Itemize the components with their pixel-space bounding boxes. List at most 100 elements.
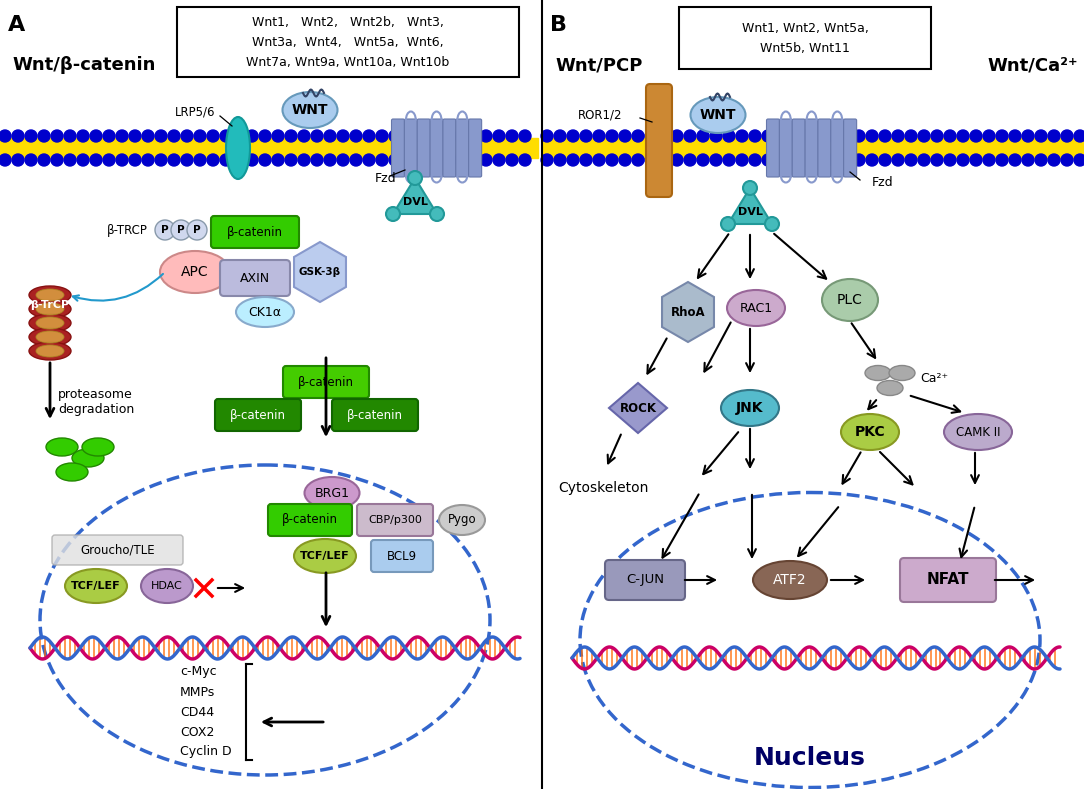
Text: Wnt/β-catenin: Wnt/β-catenin (12, 56, 155, 74)
Ellipse shape (36, 303, 64, 315)
Circle shape (324, 154, 336, 166)
Circle shape (129, 130, 141, 142)
Circle shape (957, 130, 969, 142)
Text: RAC1: RAC1 (739, 301, 773, 315)
Circle shape (376, 130, 388, 142)
Circle shape (441, 154, 453, 166)
Circle shape (51, 154, 63, 166)
Circle shape (1061, 154, 1073, 166)
Circle shape (142, 154, 154, 166)
Circle shape (171, 220, 191, 240)
Text: CD44: CD44 (180, 705, 215, 719)
Ellipse shape (29, 300, 70, 318)
FancyBboxPatch shape (404, 119, 417, 177)
Circle shape (51, 130, 63, 142)
Circle shape (970, 154, 982, 166)
Circle shape (1035, 154, 1047, 166)
Circle shape (220, 130, 232, 142)
Circle shape (996, 154, 1008, 166)
FancyBboxPatch shape (391, 119, 404, 177)
Text: GSK-3β: GSK-3β (299, 267, 341, 277)
Text: TCF/LEF: TCF/LEF (300, 551, 350, 561)
Ellipse shape (36, 345, 64, 357)
Circle shape (12, 130, 24, 142)
Circle shape (827, 130, 839, 142)
Circle shape (697, 154, 709, 166)
Circle shape (194, 154, 206, 166)
Circle shape (25, 154, 37, 166)
Circle shape (879, 130, 891, 142)
Circle shape (814, 154, 826, 166)
Text: BCL9: BCL9 (387, 549, 417, 563)
Text: proteasome
degradation: proteasome degradation (59, 388, 134, 416)
Text: Wnt1,   Wnt2,   Wnt2b,   Wnt3,
Wnt3a,  Wnt4,   Wnt5a,  Wnt6,
Wnt7a, Wnt9a, Wnt10: Wnt1, Wnt2, Wnt2b, Wnt3, Wnt3a, Wnt4, Wn… (246, 16, 450, 69)
Circle shape (0, 130, 11, 142)
Circle shape (430, 207, 444, 221)
Text: Cyclin D: Cyclin D (180, 746, 232, 758)
Circle shape (983, 130, 995, 142)
Circle shape (619, 130, 631, 142)
Ellipse shape (36, 289, 64, 301)
Text: ROCK: ROCK (619, 402, 657, 414)
Circle shape (64, 154, 76, 166)
Circle shape (103, 154, 115, 166)
Circle shape (801, 130, 813, 142)
Circle shape (554, 130, 566, 142)
Ellipse shape (822, 279, 878, 321)
Circle shape (337, 130, 349, 142)
Circle shape (593, 154, 605, 166)
Ellipse shape (72, 449, 104, 467)
Circle shape (593, 130, 605, 142)
Circle shape (749, 154, 761, 166)
Text: TCF/LEF: TCF/LEF (72, 581, 120, 591)
Circle shape (298, 154, 310, 166)
Circle shape (1035, 130, 1047, 142)
Ellipse shape (56, 463, 88, 481)
Circle shape (710, 130, 722, 142)
Circle shape (103, 130, 115, 142)
Circle shape (389, 154, 401, 166)
Circle shape (775, 130, 787, 142)
Circle shape (879, 154, 891, 166)
Circle shape (749, 130, 761, 142)
Ellipse shape (691, 97, 746, 133)
Circle shape (866, 130, 878, 142)
Text: P: P (162, 225, 169, 235)
Circle shape (775, 154, 787, 166)
Circle shape (671, 154, 683, 166)
Ellipse shape (29, 342, 70, 360)
Circle shape (246, 154, 258, 166)
Ellipse shape (753, 561, 827, 599)
Circle shape (996, 130, 1008, 142)
Ellipse shape (160, 251, 230, 293)
Circle shape (1074, 154, 1084, 166)
Ellipse shape (29, 286, 70, 304)
Circle shape (220, 154, 232, 166)
Circle shape (788, 154, 800, 166)
Ellipse shape (283, 92, 337, 128)
Circle shape (519, 130, 531, 142)
Ellipse shape (225, 117, 250, 179)
FancyBboxPatch shape (766, 119, 779, 177)
Circle shape (454, 154, 466, 166)
Circle shape (194, 130, 206, 142)
Circle shape (350, 130, 362, 142)
Text: P: P (177, 225, 184, 235)
Circle shape (506, 130, 518, 142)
Text: COX2: COX2 (180, 726, 215, 739)
Circle shape (207, 154, 219, 166)
FancyBboxPatch shape (371, 540, 433, 572)
Circle shape (77, 130, 89, 142)
Ellipse shape (65, 569, 127, 603)
Circle shape (363, 130, 375, 142)
Circle shape (129, 154, 141, 166)
Ellipse shape (841, 414, 899, 450)
Circle shape (580, 130, 592, 142)
Circle shape (840, 130, 852, 142)
Circle shape (619, 154, 631, 166)
Text: Ca²⁺: Ca²⁺ (920, 372, 948, 384)
Text: APC: APC (181, 265, 209, 279)
Circle shape (645, 130, 657, 142)
Circle shape (866, 154, 878, 166)
Ellipse shape (236, 297, 294, 327)
